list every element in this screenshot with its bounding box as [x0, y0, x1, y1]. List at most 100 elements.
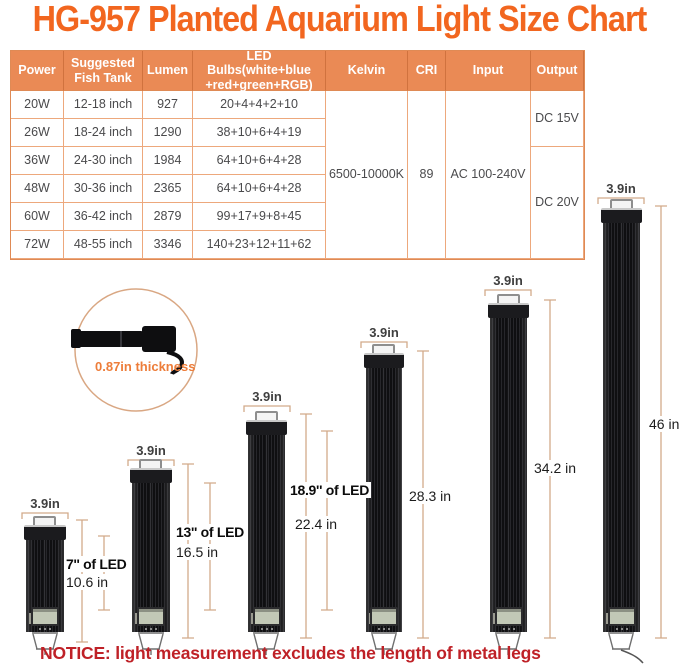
height-label-6: 46 in	[647, 416, 679, 432]
end-cap	[130, 468, 172, 483]
width-bracket-5	[484, 289, 532, 296]
cell-power: 48W	[11, 175, 64, 203]
col-header-cri: CRI	[408, 51, 446, 91]
light-fixture-36w	[246, 411, 287, 632]
cell-kelvin-merged: 6500-10000K	[326, 91, 408, 259]
cell-lumen: 1290	[143, 119, 193, 147]
cell-tank: 18-24 inch	[64, 119, 143, 147]
led-length-label-3: 18.9'' of LED	[288, 482, 371, 498]
end-cap	[246, 420, 287, 435]
width-bracket-3	[243, 405, 291, 412]
dim-line-led-1	[98, 535, 110, 611]
lamp-tube-side-view	[74, 331, 144, 347]
legs-4	[371, 632, 397, 655]
mounting-hook	[166, 350, 184, 376]
width-label-2: 3.9in	[136, 443, 166, 458]
legs-5	[495, 632, 521, 655]
col-header-tank: Suggested Fish Tank	[64, 51, 143, 91]
lcd-display	[607, 607, 636, 626]
end-cap	[364, 353, 404, 368]
cell-cri-merged: 89	[408, 91, 446, 259]
metal-legs	[32, 632, 634, 655]
cell-lumen: 3346	[143, 231, 193, 259]
width-label-4: 3.9in	[369, 325, 399, 340]
cell-tank: 48-55 inch	[64, 231, 143, 259]
lamp-tube-end-cap	[142, 326, 176, 352]
control-buttons	[502, 628, 515, 630]
power-cord	[620, 649, 644, 664]
cell-output-dc15v: DC 15V	[531, 91, 584, 147]
control-buttons	[145, 628, 157, 630]
end-cap	[488, 303, 529, 318]
cell-bulbs: 140+23+12+11+62	[193, 231, 326, 259]
cell-power: 36W	[11, 147, 64, 175]
light-fixture-60w	[488, 294, 529, 632]
end-cap	[601, 208, 642, 223]
lcd-display	[494, 607, 523, 626]
cell-power: 26W	[11, 119, 64, 147]
width-bracket-6	[597, 197, 645, 204]
light-fixture-72w	[601, 199, 642, 632]
cell-tank: 36-42 inch	[64, 203, 143, 231]
cell-power: 60W	[11, 203, 64, 231]
col-header-power: Power	[11, 51, 64, 91]
thickness-callout-drawing	[71, 288, 198, 412]
cell-input-merged: AC 100-240V	[446, 91, 531, 259]
cell-bulbs: 64+10+6+4+28	[193, 175, 326, 203]
heatsink-fins	[366, 365, 402, 632]
cell-lumen: 2365	[143, 175, 193, 203]
legs-1	[32, 632, 58, 655]
width-label-6: 3.9in	[606, 181, 636, 196]
notice-text: NOTICE: light measurement excludes the l…	[40, 643, 541, 663]
width-label-1: 3.9in	[30, 496, 60, 511]
light-fixture-48w	[364, 344, 404, 632]
legs-3	[253, 632, 279, 655]
col-header-bulbs: LED Bulbs(white+blue +red+green+RGB)	[193, 49, 326, 92]
cell-bulbs: 20+4+4+2+10	[193, 91, 326, 119]
light-fixture-20w	[24, 516, 66, 632]
heatsink-fins	[603, 220, 640, 632]
lcd-display	[370, 607, 398, 626]
height-label-3: 22.4 in	[293, 516, 340, 532]
col-header-kelvin: Kelvin	[326, 51, 408, 91]
cell-bulbs: 99+17+9+8+45	[193, 203, 326, 231]
heatsink-fins	[490, 315, 527, 632]
cell-bulbs: 38+10+6+4+19	[193, 119, 326, 147]
lcd-display	[31, 607, 59, 626]
callout-circle	[74, 288, 198, 412]
col-header-output: Output	[531, 51, 584, 91]
heatsink-fins	[132, 480, 170, 632]
lcd-display	[252, 607, 281, 626]
spec-table: Power Suggested Fish Tank Lumen LED Bulb…	[10, 49, 585, 260]
heatsink-fins	[248, 432, 285, 632]
cell-lumen: 1984	[143, 147, 193, 175]
cell-output-dc20v: DC 20V	[531, 147, 584, 259]
width-bracket-4	[360, 341, 408, 348]
legs-6	[608, 632, 634, 650]
height-label-4: 28.3 in	[407, 488, 454, 504]
control-buttons	[378, 628, 390, 630]
led-length-label-1: 7'' of LED	[64, 556, 129, 572]
width-label-3: 3.9in	[252, 389, 282, 404]
height-label-1: 10.6 in	[64, 574, 111, 590]
page-title: HG-957 Planted Aquarium Light Size Chart	[32, 0, 648, 39]
end-cap	[24, 525, 66, 540]
thickness-label: 0.87in thickness	[95, 359, 196, 374]
control-buttons	[615, 628, 628, 630]
height-label-5: 34.2 in	[532, 460, 579, 476]
width-label-5: 3.9in	[493, 273, 523, 288]
cell-bulbs: 64+10+6+4+28	[193, 147, 326, 175]
width-bracket-1	[21, 512, 69, 519]
light-fixture-26w	[130, 459, 172, 632]
cell-power: 72W	[11, 231, 64, 259]
led-length-label-2: 13'' of LED	[174, 524, 246, 540]
col-header-lumen: Lumen	[143, 51, 193, 91]
cell-tank: 24-30 inch	[64, 147, 143, 175]
cell-lumen: 2879	[143, 203, 193, 231]
cell-power: 20W	[11, 91, 64, 119]
col-header-input: Input	[446, 51, 531, 91]
lcd-display	[137, 607, 165, 626]
control-buttons	[260, 628, 273, 630]
